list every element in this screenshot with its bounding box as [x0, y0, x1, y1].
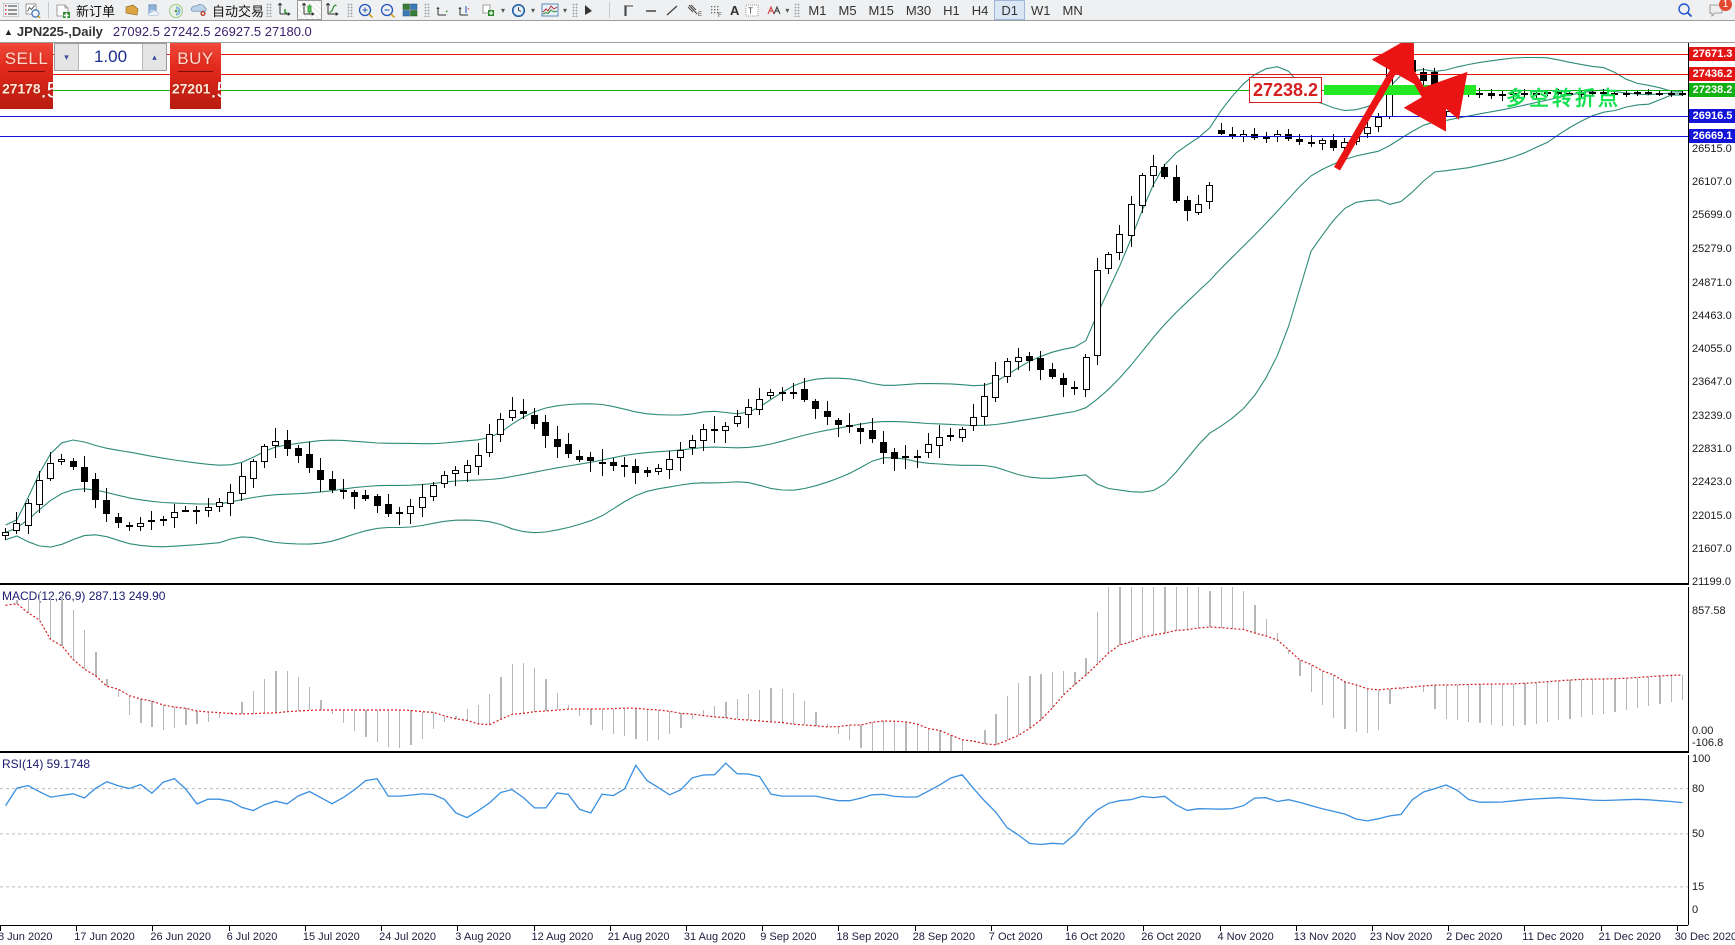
svg-text:F: F [718, 13, 722, 17]
svg-text:T: T [748, 6, 753, 15]
svg-text:E: E [698, 12, 702, 17]
